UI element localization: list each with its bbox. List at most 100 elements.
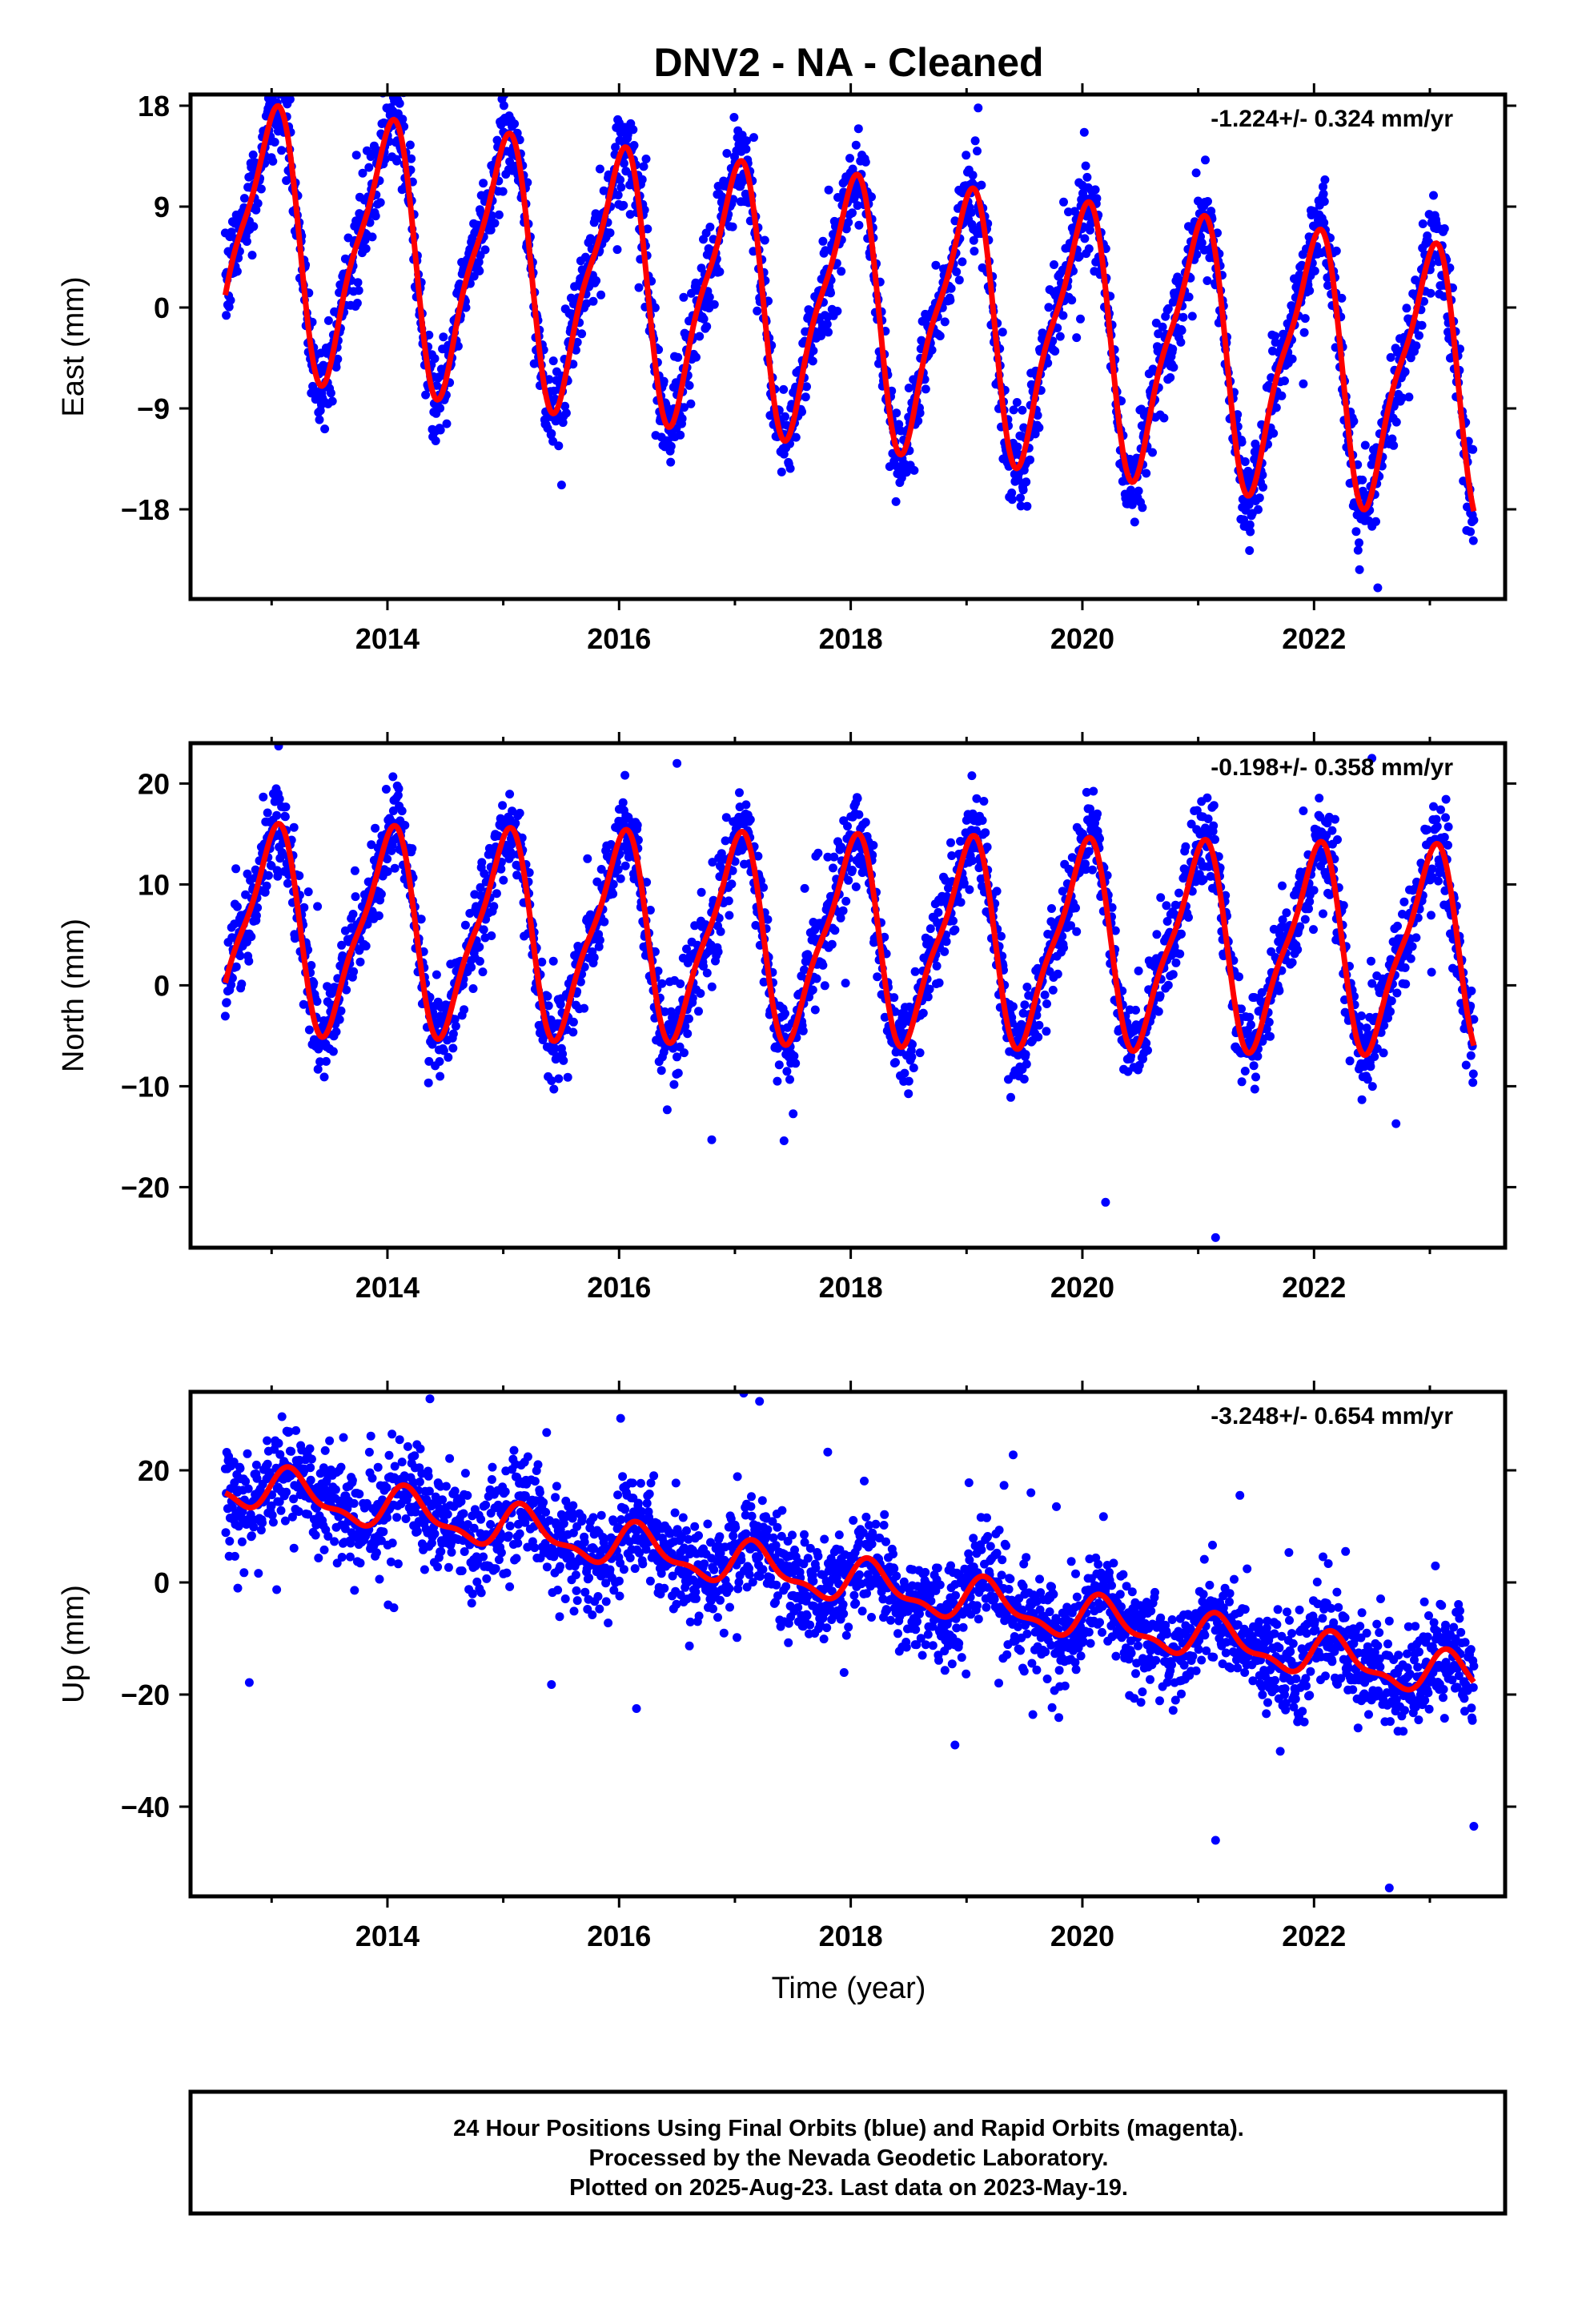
data-point [1074,251,1084,261]
data-point [620,770,630,780]
data-point [499,875,508,885]
data-point [259,792,268,802]
data-point [390,863,400,873]
data-point [1300,915,1310,924]
model-curve [222,103,1477,513]
data-point [460,1005,469,1015]
data-point [1079,718,1088,726]
data-point [407,154,416,163]
data-point [367,232,377,242]
data-point [1419,296,1428,306]
data-point [721,813,731,822]
data-point [323,316,333,325]
data-point [1044,303,1054,312]
data-point [309,979,319,987]
data-point [335,1015,344,1024]
data-point [1337,293,1347,303]
data-point [490,219,500,228]
data-point [1181,842,1191,851]
data-point [830,926,840,935]
data-point [595,935,604,945]
data-point [1089,786,1098,796]
data-point [973,147,982,156]
data-point [1020,1000,1030,1010]
data-point [355,957,365,967]
data-point [439,1046,448,1055]
data-point [1279,329,1288,339]
data-point [612,245,622,255]
data-point [450,1015,460,1024]
data-point [1287,958,1297,967]
data-point [611,143,620,152]
data-point [1201,155,1210,165]
data-point [390,60,399,69]
data-point [833,193,842,202]
data-point [669,1080,679,1089]
data-point [727,879,737,889]
data-point [741,144,751,154]
data-point [1305,286,1315,296]
data-point [625,210,635,219]
data-point [774,1060,784,1070]
data-point [361,941,371,951]
data-point [889,993,899,1003]
data-point [227,227,236,237]
data-point [821,246,830,255]
data-point [1299,379,1308,388]
data-point [1053,969,1062,979]
data-point [904,1089,913,1099]
data-point [1043,358,1053,368]
data-point [572,337,582,347]
data-point [618,798,628,807]
data-point [608,889,618,899]
data-point [263,870,273,880]
data-point [620,861,630,870]
data-point [315,1057,325,1067]
data-point [685,380,694,390]
data-point [242,237,251,246]
data-point [904,1076,913,1086]
data-point [477,858,487,867]
data-point [1177,326,1186,336]
data-point [1203,793,1212,802]
data-point [1076,314,1085,324]
data-point [613,865,623,875]
data-point [475,943,484,951]
data-point [1309,925,1318,935]
data-point [1339,901,1348,911]
data-point [1271,403,1281,412]
data-point [809,346,818,356]
data-point [940,317,950,327]
data-point [1042,1027,1051,1036]
data-point [1034,1032,1043,1042]
data-point [1080,234,1090,243]
data-point [1237,1004,1246,1014]
data-point [498,187,508,196]
data-point [823,852,833,862]
data-point [1299,328,1309,337]
data-point [480,869,489,879]
data-point [436,1072,445,1081]
data-point [460,920,470,930]
data-point [374,911,383,920]
data-point [337,940,347,950]
data-point [818,960,828,970]
data-point [272,810,282,820]
data-point [1047,904,1056,913]
data-point [1059,943,1068,952]
data-point [822,320,832,329]
data-point [1155,991,1165,1000]
data-point [848,208,857,218]
data-point [1053,324,1062,332]
data-point [1315,794,1324,803]
data-point [853,201,862,211]
outlier-point [1246,527,1255,537]
data-point [349,967,359,976]
data-point [436,425,445,435]
x-tick-label: 2020 [1050,622,1114,655]
data-point [448,1043,458,1053]
data-point [965,885,974,895]
data-point [224,302,234,312]
data-point [952,267,962,276]
